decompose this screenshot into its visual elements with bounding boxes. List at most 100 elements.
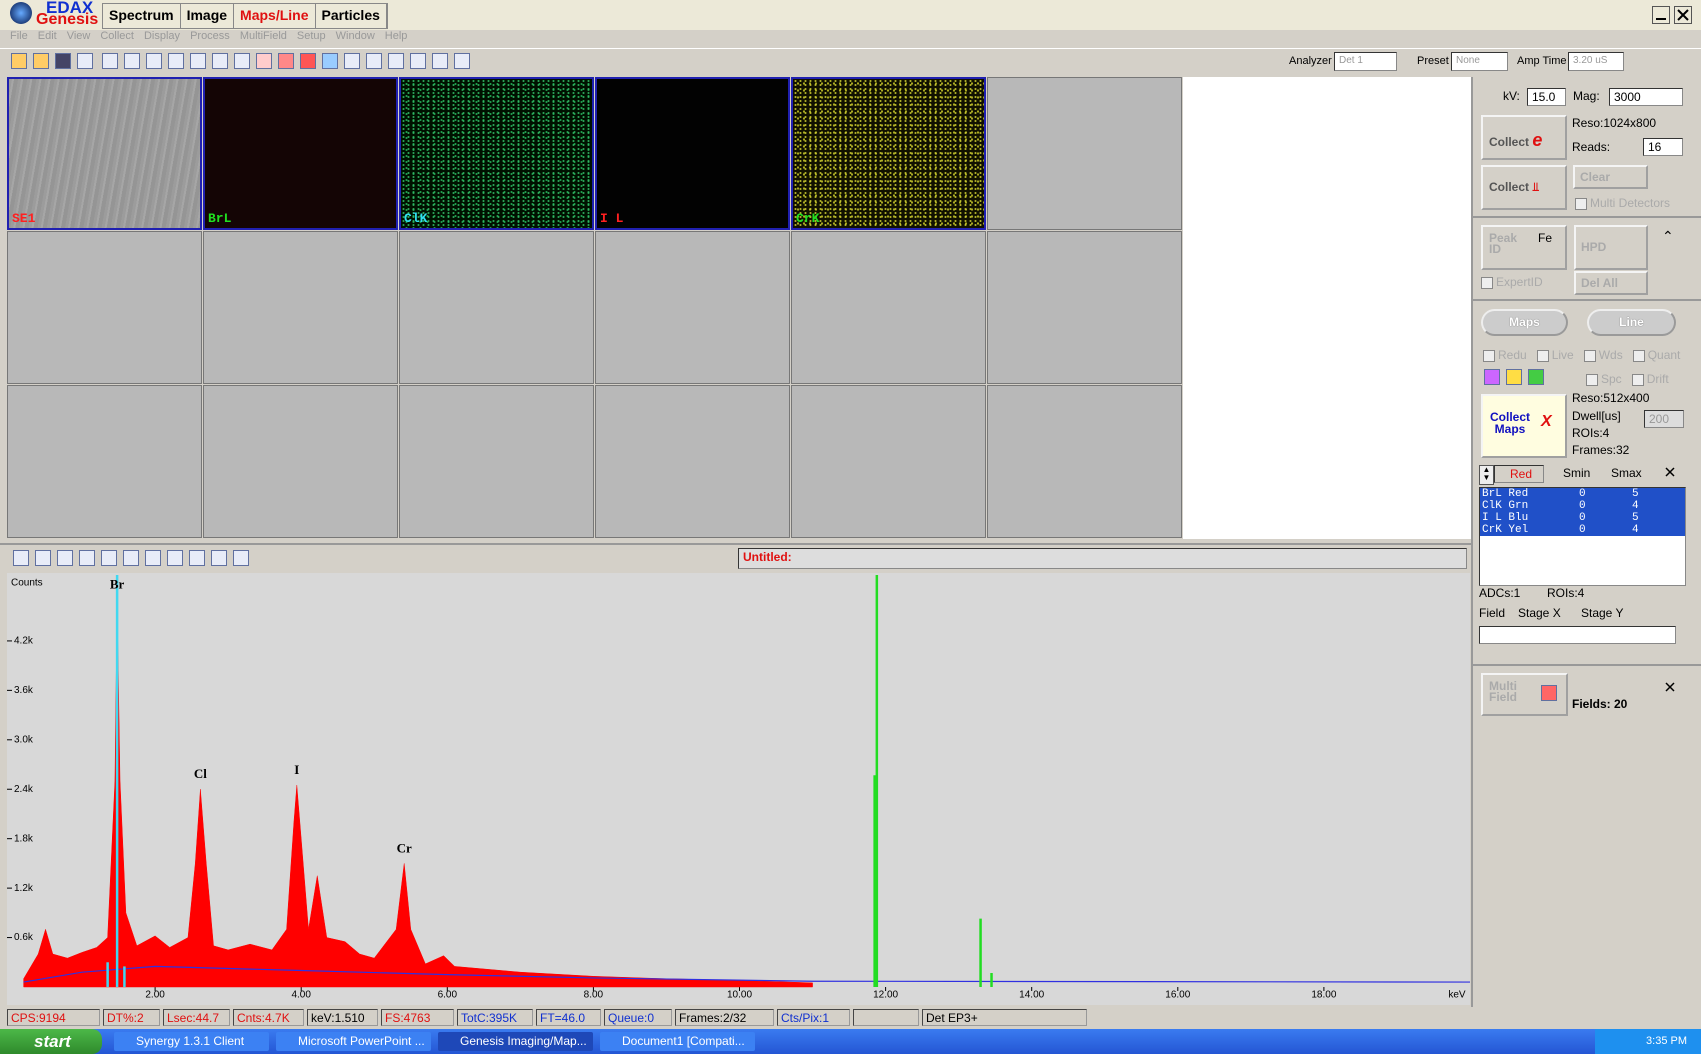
- x-tick-label: 14.00: [1019, 990, 1044, 1001]
- y-tick-label: 1.2k: [14, 883, 34, 894]
- menu-item[interactable]: Window: [336, 30, 375, 42]
- minimize[interactable]: [1652, 6, 1670, 24]
- map-tile[interactable]: I L: [595, 77, 790, 230]
- menu-item[interactable]: File: [10, 30, 28, 42]
- checkbox[interactable]: Wds: [1584, 348, 1623, 362]
- map-tile[interactable]: [987, 231, 1182, 384]
- taskbar: start Synergy 1.3.1 Client Microsoft Powe…: [0, 1029, 1701, 1054]
- map-tile[interactable]: [7, 231, 202, 384]
- map-tile[interactable]: BrL: [203, 77, 398, 230]
- label: Spc: [1601, 372, 1622, 386]
- map-tile[interactable]: [595, 385, 790, 538]
- map-tile[interactable]: [595, 231, 790, 384]
- analyzer-select[interactable]: Det 1: [1334, 52, 1397, 71]
- map-tile[interactable]: [7, 385, 202, 538]
- map-tile[interactable]: [987, 77, 1182, 230]
- status-cell: Det EP3+: [922, 1009, 1087, 1026]
- kv[interactable]: 15.0: [1527, 88, 1566, 106]
- tab[interactable]: Particles: [316, 4, 387, 28]
- menu-item[interactable]: Setup: [297, 30, 326, 42]
- menu-item[interactable]: MultiField: [240, 30, 287, 42]
- clear[interactable]: Clear: [1573, 165, 1648, 189]
- box: [1632, 374, 1644, 386]
- spectrum: Counts0.6k1.2k1.8k2.4k3.0k3.6k4.2k2.004.…: [7, 573, 1470, 1005]
- menu-item[interactable]: Display: [144, 30, 180, 42]
- amp-label: Amp Time: [1517, 55, 1567, 67]
- y-tick-label: 3.6k: [14, 685, 34, 696]
- task[interactable]: Genesis Imaging/Map...: [438, 1032, 593, 1051]
- status-cell: DT%:2: [103, 1009, 160, 1026]
- close-rois[interactable]: [1664, 466, 1676, 478]
- roi-cell: 0: [1579, 512, 1586, 524]
- close[interactable]: [1674, 6, 1692, 24]
- blank: [1183, 77, 1471, 539]
- checkbox[interactable]: Spc: [1586, 372, 1622, 386]
- menu-item[interactable]: View: [67, 30, 91, 42]
- line-toggle[interactable]: Line: [1587, 309, 1676, 336]
- map-tile[interactable]: [987, 385, 1182, 538]
- map-tile[interactable]: SE1: [7, 77, 202, 230]
- checkbox[interactable]: Quant: [1633, 348, 1681, 362]
- task[interactable]: Microsoft PowerPoint ...: [276, 1032, 431, 1051]
- spinner[interactable]: ▲▼: [1479, 465, 1494, 485]
- maps-toggle[interactable]: Maps: [1481, 309, 1568, 336]
- dwell-label: Dwell[us]: [1572, 409, 1621, 423]
- map-tile[interactable]: [791, 231, 986, 384]
- map-tile[interactable]: [203, 231, 398, 384]
- menu-item[interactable]: Edit: [38, 30, 57, 42]
- peak-label: I: [294, 762, 299, 777]
- menu-item[interactable]: Collect: [100, 30, 134, 42]
- y-tick-label: 2.4k: [14, 784, 34, 795]
- checkbox[interactable]: Redu: [1483, 348, 1527, 362]
- reads[interactable]: 16: [1643, 138, 1683, 156]
- analyzer-label: Analyzer: [1289, 55, 1332, 67]
- checkbox[interactable]: Live: [1537, 348, 1574, 362]
- start[interactable]: start: [0, 1029, 102, 1054]
- tab[interactable]: Maps/Line: [234, 4, 315, 28]
- multi-field[interactable]: Multi Field: [1481, 673, 1568, 716]
- mag[interactable]: 3000: [1609, 88, 1683, 106]
- rois-count: ROIs:4: [1547, 586, 1584, 600]
- dwell[interactable]: 200: [1644, 410, 1684, 428]
- multi-detectors[interactable]: Multi Detectors: [1575, 196, 1670, 210]
- roi-cell: 5: [1632, 512, 1639, 524]
- map-tile[interactable]: CrK: [791, 77, 986, 230]
- amp-select[interactable]: 3.20 uS: [1568, 52, 1624, 71]
- app: EDAX Genesis SpectrumImageMaps/LineParti…: [0, 0, 1701, 1054]
- close-multifield[interactable]: [1664, 681, 1676, 693]
- map-tile[interactable]: [399, 385, 594, 538]
- collect-image[interactable]: Collect e: [1481, 115, 1567, 160]
- map-tile[interactable]: [791, 385, 986, 538]
- tab[interactable]: Spectrum: [103, 4, 181, 28]
- menu-item[interactable]: Process: [190, 30, 230, 42]
- label: Peak ID: [1489, 233, 1525, 255]
- collect-spectrum[interactable]: Collect ⫫: [1481, 165, 1567, 210]
- task[interactable]: Synergy 1.3.1 Client: [114, 1032, 269, 1051]
- reso: Reso:1024x800: [1572, 116, 1656, 130]
- expand[interactable]: ⌃: [1662, 228, 1674, 245]
- spectrum-toolbar: Untitled:: [0, 543, 1472, 574]
- map-tile[interactable]: [203, 385, 398, 538]
- del-all[interactable]: Del All: [1574, 271, 1648, 295]
- preset-select[interactable]: None: [1451, 52, 1508, 71]
- expert-id[interactable]: ExpertID: [1481, 275, 1543, 289]
- menu-item[interactable]: Help: [385, 30, 408, 42]
- color-select[interactable]: Red: [1494, 465, 1544, 483]
- x-tick-label: 18.00: [1311, 990, 1336, 1001]
- tab[interactable]: Image: [181, 4, 234, 28]
- checkbox[interactable]: Drift: [1632, 372, 1669, 386]
- hpd[interactable]: HPD: [1574, 225, 1648, 270]
- stage-y-label: Stage Y: [1581, 606, 1623, 620]
- task[interactable]: Document1 [Compati...: [600, 1032, 755, 1051]
- status-cell: FS:4763: [381, 1009, 454, 1026]
- map-tile[interactable]: ClK: [399, 77, 594, 230]
- map-icons: [1481, 369, 1547, 385]
- map-tile[interactable]: [399, 231, 594, 384]
